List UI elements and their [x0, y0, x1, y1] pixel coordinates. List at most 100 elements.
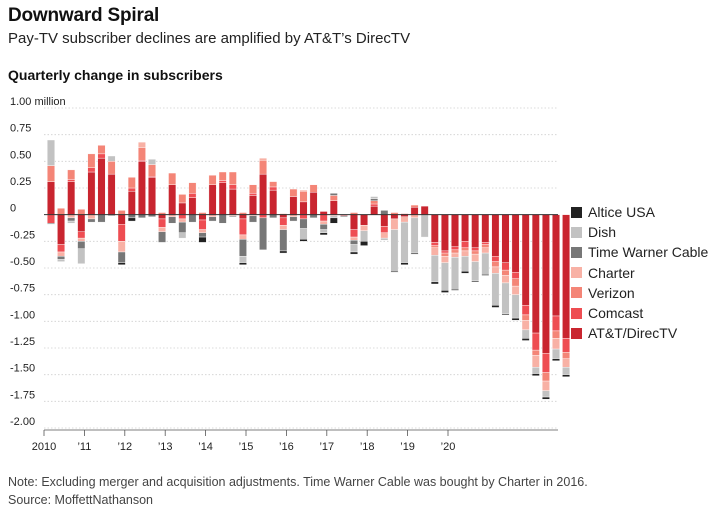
bar-segment-at-t-directv — [309, 192, 318, 215]
bar-segment-verizon — [259, 160, 267, 175]
bar-segment-verizon — [481, 244, 490, 248]
bar-segment-verizon — [188, 182, 197, 194]
bar-segment-comcast — [188, 193, 197, 198]
bar-segment-time-warner-cable — [370, 198, 379, 202]
bar-segment-dish — [511, 294, 520, 319]
bar-segment-at-t-directv — [329, 200, 338, 215]
bar-segment-time-warner-cable — [178, 221, 187, 233]
bar-segment-at-t-directv — [259, 173, 267, 215]
bar-segment-comcast — [87, 167, 96, 173]
bar-segment-charter — [198, 229, 207, 234]
legend-swatch-att-directv — [571, 327, 582, 339]
chart-source: Source: MoffettNathanson — [8, 493, 153, 507]
bar-segment-altice-usa — [511, 317, 520, 321]
bar-segment-time-warner-cable — [340, 215, 348, 218]
bar-segment-charter — [400, 216, 409, 223]
bar-segment-at-t-directv — [57, 214, 66, 245]
bar-segment-comcast — [521, 305, 530, 316]
bar-segment-altice-usa — [562, 374, 571, 377]
bar-segment-at-t-directv — [481, 214, 490, 243]
bar-segment-verizon — [47, 165, 55, 182]
legend-label-verizon: Verizon — [588, 284, 635, 301]
legend-swatch-dish — [571, 226, 582, 238]
bar-segment-comcast — [269, 186, 278, 191]
y-tick-label: -1.50 — [10, 363, 35, 375]
bar-segment-charter — [259, 157, 267, 161]
y-tick-label: -2.00 — [10, 416, 35, 428]
legend-swatch-verizon — [571, 287, 582, 299]
bar-segment-dish — [420, 214, 429, 238]
bar-segment-time-warner-cable — [238, 238, 247, 257]
bar-segment-comcast — [198, 219, 207, 230]
bar-segment-dish — [370, 196, 379, 199]
x-tick-label: ’20 — [441, 441, 456, 453]
bar-segment-verizon — [451, 249, 459, 254]
bar-segment-verizon — [148, 164, 156, 177]
bar-segment-altice-usa — [400, 262, 409, 265]
bar-segment-altice-usa — [117, 262, 126, 265]
bar-segment-comcast — [158, 218, 166, 228]
bar-segment-at-t-directv — [148, 177, 156, 215]
bar-segment-comcast — [531, 332, 540, 351]
bar-segment-comcast — [97, 153, 106, 159]
x-tick-label: ’18 — [360, 441, 375, 453]
legend-item-charter: Charter — [571, 263, 708, 283]
bar-segment-time-warner-cable — [218, 214, 227, 224]
bar-segment-verizon — [117, 210, 126, 215]
legend: Altice USA Dish Time Warner Cable Charte… — [571, 202, 708, 343]
bar-segment-verizon — [218, 171, 227, 181]
chart-subtitle: Pay-TV subscriber declines are amplified… — [8, 30, 411, 47]
bar-segment-verizon — [552, 330, 560, 339]
x-tick-label: ’17 — [319, 441, 334, 453]
bar-segment-verizon — [228, 171, 237, 186]
bar-segment-altice-usa — [481, 274, 490, 276]
y-tick-label: -0.25 — [10, 229, 35, 241]
bar-segment-time-warner-cable — [380, 210, 389, 215]
bar-segment-verizon — [97, 145, 106, 155]
bar-segment-at-t-directv — [218, 182, 227, 215]
bar-segment-comcast — [542, 353, 550, 373]
bar-segment-verizon — [501, 269, 510, 276]
bar-segment-altice-usa — [542, 396, 550, 400]
bar-segment-at-t-directv — [390, 214, 399, 220]
bar-segment-dish — [451, 257, 459, 290]
bar-segment-time-warner-cable — [299, 218, 308, 229]
x-tick-label: ’19 — [400, 441, 415, 453]
bar-segment-verizon — [137, 147, 146, 161]
bar-segment-at-t-directv — [67, 181, 76, 215]
bar-segment-comcast — [481, 242, 490, 245]
bar-segment-verizon — [127, 177, 136, 189]
bar-segment-at-t-directv — [107, 173, 116, 215]
bar-segment-charter — [481, 247, 490, 254]
bar-segment-dish — [390, 229, 399, 272]
legend-label-charter: Charter — [588, 264, 635, 281]
bar-segment-at-t-directv — [97, 157, 106, 215]
bar-segment-altice-usa — [299, 238, 308, 242]
bar-segment-altice-usa — [329, 217, 338, 224]
bar-segment-at-t-directv — [137, 161, 146, 215]
bar-segment-comcast — [117, 224, 126, 242]
bar-segment-altice-usa — [521, 338, 530, 341]
bar-segment-verizon — [562, 352, 571, 359]
legend-item-comcast: Comcast — [571, 303, 708, 323]
bar-segment-altice-usa — [127, 217, 136, 222]
legend-label-att-directv: AT&T/DirecTV — [588, 325, 678, 342]
bar-segment-dish — [299, 228, 308, 240]
bar-segment-charter — [137, 141, 146, 148]
x-axis-ticks: 2010 ’11 ’12 ’13 ’14 ’15 ’16 ’17 ’18 ’19 ’20 — [32, 429, 558, 453]
bar-segment-charter — [461, 250, 469, 257]
bar-segment-charter — [542, 380, 550, 391]
bar-segment-charter — [441, 256, 449, 263]
bar-segment-verizon — [249, 184, 257, 194]
bar-segment-verizon — [289, 188, 298, 197]
bar-segment-altice-usa — [471, 280, 480, 283]
x-tick-label: ’15 — [239, 441, 254, 453]
bar-segment-at-t-directv — [430, 214, 439, 243]
y-axis-tick-labels: 1.00 million 0.75 0.50 0.25 0 -0.25 -0.50 -0.75… — [10, 96, 66, 428]
bar-segment-verizon — [441, 252, 449, 257]
bar-segment-time-warner-cable — [87, 218, 96, 223]
bar-segment-dish — [77, 248, 86, 264]
bar-segment-at-t-directv — [360, 214, 368, 226]
bar-segment-altice-usa — [552, 358, 560, 361]
bar-segment-time-warner-cable — [168, 216, 177, 224]
